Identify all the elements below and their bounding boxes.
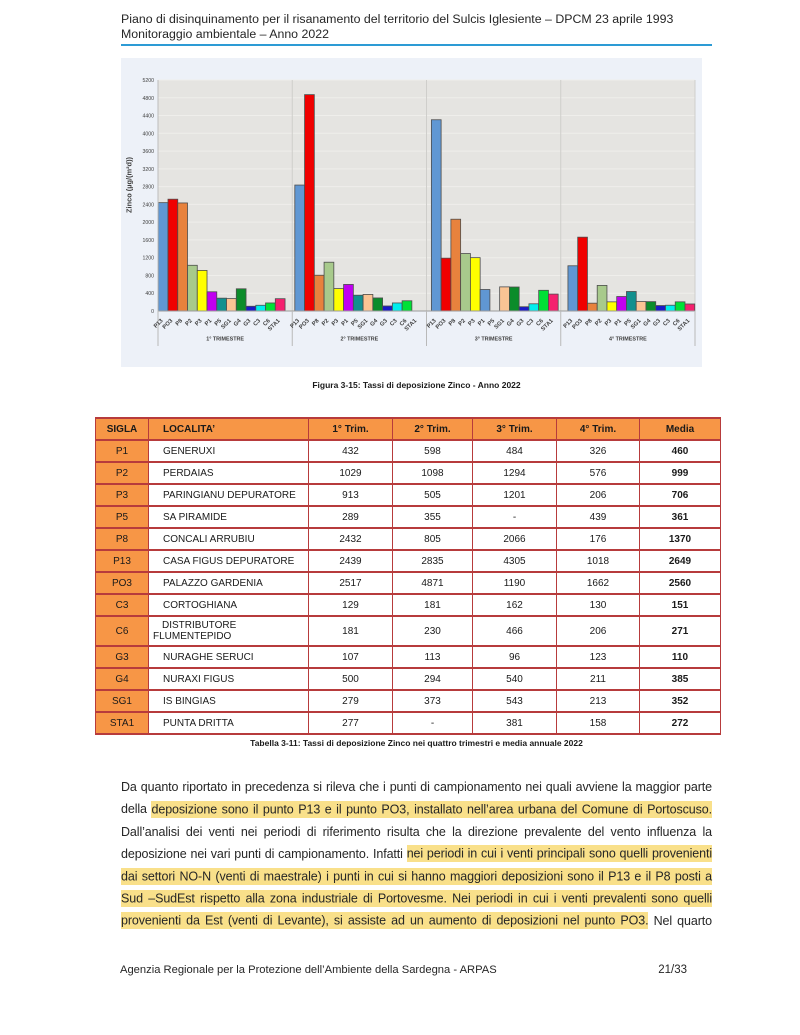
svg-text:P2: P2 [185, 318, 194, 327]
svg-text:C6: C6 [672, 318, 682, 328]
svg-text:C3: C3 [526, 318, 536, 328]
svg-text:P8: P8 [448, 318, 458, 328]
svg-text:G3: G3 [516, 318, 526, 328]
svg-text:P1: P1 [614, 318, 624, 328]
svg-text:3600: 3600 [142, 149, 154, 155]
svg-text:C6: C6 [262, 318, 272, 328]
svg-text:3° TRIMESTRE: 3° TRIMESTRE [475, 337, 513, 343]
svg-text:4400: 4400 [142, 114, 154, 120]
svg-text:1600: 1600 [142, 238, 154, 244]
svg-text:P8: P8 [175, 318, 185, 328]
svg-text:G4: G4 [233, 318, 243, 328]
svg-text:P3: P3 [604, 318, 614, 328]
svg-text:4800: 4800 [142, 96, 154, 102]
svg-text:G3: G3 [379, 318, 389, 328]
svg-text:2800: 2800 [142, 185, 154, 191]
svg-text:2° TRIMESTRE: 2° TRIMESTRE [340, 337, 378, 343]
svg-text:P8: P8 [311, 318, 321, 328]
svg-text:P5: P5 [624, 318, 634, 328]
svg-text:P2: P2 [321, 318, 330, 327]
svg-text:3200: 3200 [142, 167, 154, 173]
svg-text:2000: 2000 [142, 220, 154, 226]
svg-text:1200: 1200 [142, 256, 154, 262]
svg-text:2400: 2400 [142, 202, 154, 208]
svg-text:P1: P1 [477, 318, 487, 328]
svg-text:Zinco (µg/(m²d)): Zinco (µg/(m²d)) [125, 156, 134, 213]
svg-text:G4: G4 [506, 318, 516, 328]
svg-text:800: 800 [145, 273, 154, 279]
svg-text:G3: G3 [243, 318, 253, 328]
svg-text:1° TRIMESTRE: 1° TRIMESTRE [206, 337, 244, 343]
svg-text:P5: P5 [487, 318, 497, 328]
svg-text:G4: G4 [643, 318, 653, 328]
svg-text:P5: P5 [214, 318, 224, 328]
svg-text:C3: C3 [662, 318, 672, 328]
svg-text:4000: 4000 [142, 131, 154, 137]
svg-text:C6: C6 [399, 318, 409, 328]
svg-text:G4: G4 [369, 318, 379, 328]
svg-text:0: 0 [151, 309, 154, 315]
svg-text:C6: C6 [535, 318, 545, 328]
svg-text:G3: G3 [652, 318, 662, 328]
svg-text:P1: P1 [341, 318, 351, 328]
svg-text:P2: P2 [458, 318, 467, 327]
svg-text:5200: 5200 [142, 78, 154, 84]
svg-text:P3: P3 [467, 318, 477, 328]
svg-text:P2: P2 [594, 318, 603, 327]
svg-text:4° TRIMESTRE: 4° TRIMESTRE [609, 337, 647, 343]
svg-text:C3: C3 [389, 318, 399, 328]
svg-text:P5: P5 [350, 318, 360, 328]
svg-text:P1: P1 [204, 318, 214, 328]
svg-text:P3: P3 [331, 318, 341, 328]
svg-text:400: 400 [145, 291, 154, 297]
svg-text:P3: P3 [194, 318, 204, 328]
svg-text:C3: C3 [253, 318, 263, 328]
svg-text:P8: P8 [584, 318, 594, 328]
